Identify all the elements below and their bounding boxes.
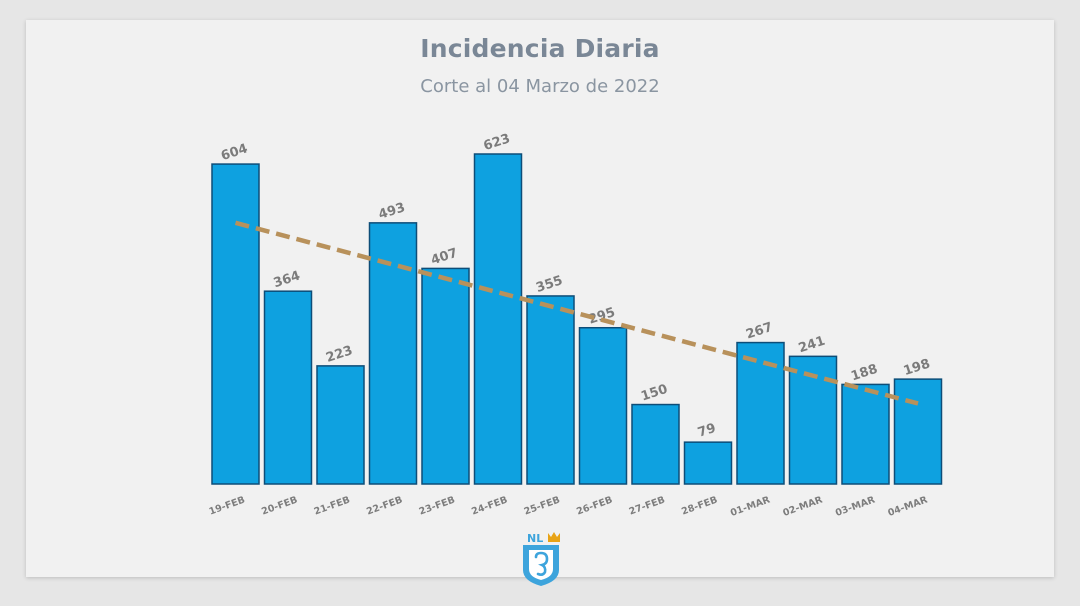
bar-25-feb [526, 295, 575, 485]
x-tick-label: 26-FEB [575, 494, 614, 517]
chart-subtitle: Corte al 04 Marzo de 2022 [420, 76, 660, 97]
bar-03-mar [841, 383, 890, 485]
x-tick-label: 27-FEB [628, 494, 667, 517]
x-tick-label: 01-MAR [729, 494, 772, 519]
value-label: 604 [219, 141, 249, 164]
value-label: 79 [696, 421, 718, 441]
value-label: 188 [849, 362, 879, 385]
x-tick-label: 28-FEB [680, 494, 719, 517]
chart-title: Incidencia Diaria [420, 34, 660, 63]
x-tick-label: 03-MAR [834, 494, 877, 519]
bar-27-feb [631, 403, 680, 485]
x-tick-label: 24-FEB [470, 494, 509, 517]
bar-01-mar [736, 341, 785, 485]
nuevo-leon-shield-icon: NL [523, 532, 560, 586]
x-tick-label: 22-FEB [365, 494, 404, 517]
value-label: 364 [272, 269, 302, 292]
bar-23-feb [421, 267, 470, 485]
value-label: 150 [639, 382, 669, 405]
bar-26-feb [578, 326, 628, 485]
x-tick-label: 25-FEB [523, 494, 562, 517]
value-label: 407 [429, 246, 459, 269]
value-label: 241 [797, 334, 827, 357]
nuevo-leon-logo: NL [518, 530, 564, 588]
bar-20-feb [263, 290, 313, 485]
x-tick-label: 21-FEB [313, 494, 352, 517]
logo-text: NL [527, 532, 543, 545]
bar-24-feb [473, 153, 523, 485]
x-tick-label: 02-MAR [781, 494, 824, 519]
x-tick-label: 04-MAR [886, 494, 929, 519]
bar-04-mar [893, 378, 943, 485]
x-tick-label: 19-FEB [208, 494, 247, 517]
value-label: 493 [377, 200, 407, 223]
trend-line [234, 220, 919, 406]
bar-19-feb [211, 163, 260, 485]
bar-21-feb [316, 365, 365, 485]
value-label: 223 [324, 343, 354, 366]
bar-22-feb [368, 222, 418, 485]
bar-28-feb [683, 441, 733, 485]
x-tick-label: 23-FEB [418, 494, 457, 517]
value-label: 267 [744, 320, 774, 343]
value-label: 623 [482, 131, 512, 154]
value-label: 355 [534, 273, 564, 296]
value-label: 198 [902, 356, 932, 379]
x-tick-label: 20-FEB [260, 494, 299, 517]
